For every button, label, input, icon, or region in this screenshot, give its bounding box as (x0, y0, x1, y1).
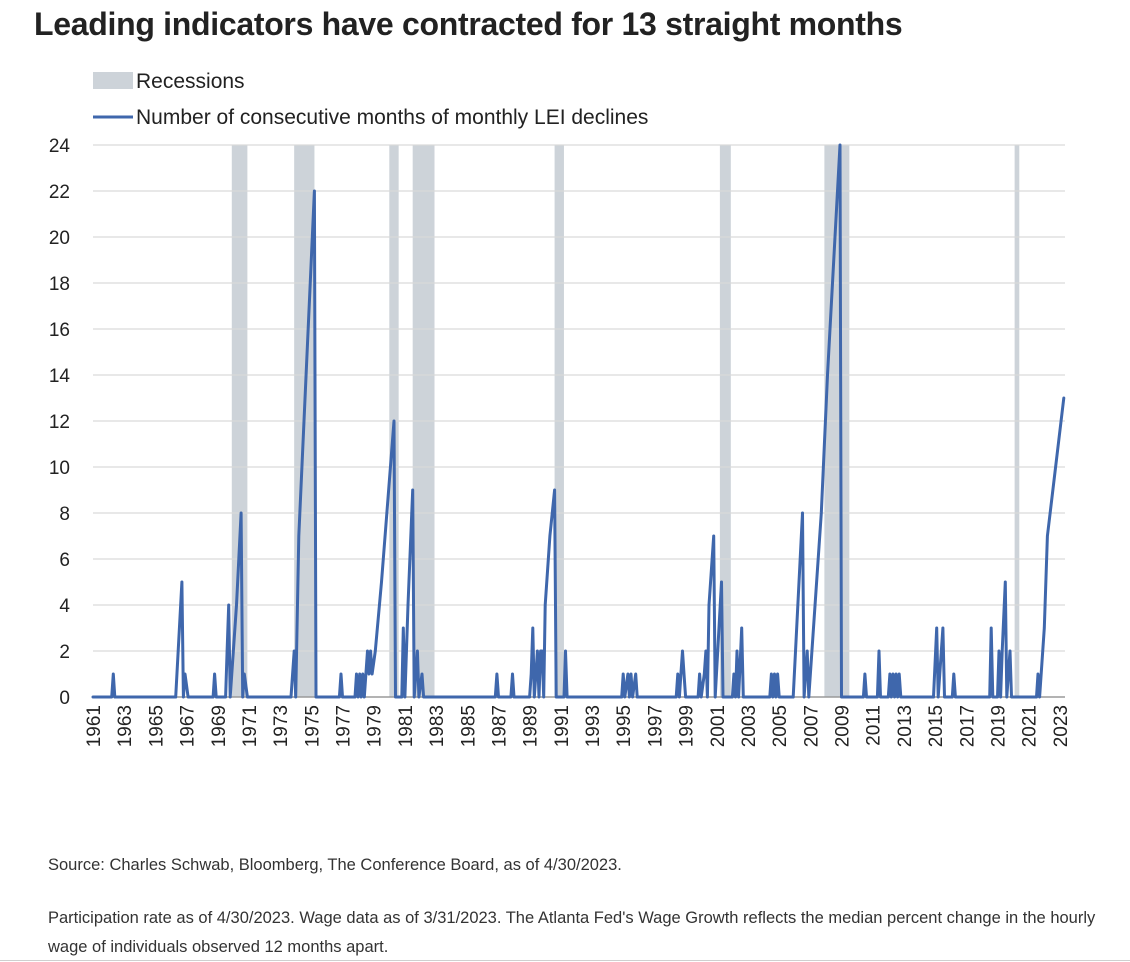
x-tick-label: 1993 (583, 705, 604, 747)
x-tick-label: 2021 (1020, 705, 1041, 747)
x-tick-label: 1983 (427, 705, 448, 747)
y-tick-label: 24 (49, 136, 71, 157)
x-tick-label: 1961 (84, 705, 105, 747)
y-tick-label: 6 (59, 550, 70, 571)
legend-recession-swatch (93, 72, 133, 89)
lei-declines-series-line (91, 143, 1066, 699)
x-tick-label: 2019 (988, 705, 1009, 747)
x-axis-ticks: 1961 1963 1965 1967 1969 1971 1973 1975 1977 1979… (84, 705, 1072, 747)
page-title: Leading indicators have contracted for 1… (34, 6, 903, 42)
x-tick-label: 2015 (926, 705, 947, 747)
x-tick-label: 2003 (739, 705, 760, 747)
y-tick-label: 20 (49, 228, 70, 249)
x-tick-label: 1985 (458, 705, 479, 747)
x-tick-label: 2001 (708, 705, 729, 747)
x-tick-label: 1967 (178, 705, 199, 747)
x-tick-label: 1987 (489, 705, 510, 747)
y-tick-label: 22 (49, 182, 70, 203)
x-tick-label: 2013 (895, 705, 916, 747)
x-tick-label: 1969 (209, 705, 230, 747)
legend-line-label: Number of consecutive months of monthly … (136, 106, 648, 129)
footnote: Participation rate as of 4/30/2023. Wage… (48, 909, 1096, 956)
series (91, 143, 1066, 699)
y-tick-label: 8 (59, 504, 70, 525)
legend-recession-label: Recessions (136, 70, 245, 93)
x-tick-label: 1991 (552, 705, 573, 747)
x-tick-label: 2009 (833, 705, 854, 747)
y-tick-label: 14 (49, 366, 71, 387)
x-tick-label: 1997 (645, 705, 666, 747)
x-tick-label: 1977 (334, 705, 355, 747)
x-tick-label: 1975 (302, 705, 323, 747)
x-tick-label: 1989 (521, 705, 542, 747)
y-tick-label: 0 (59, 688, 70, 709)
y-tick-label: 4 (59, 596, 70, 617)
x-tick-label: 2005 (770, 705, 791, 747)
y-tick-label: 10 (49, 458, 70, 479)
x-tick-label: 2023 (1051, 705, 1072, 747)
legend: Recessions Number of consecutive months o… (93, 70, 648, 129)
y-tick-label: 18 (49, 274, 70, 295)
x-tick-label: 1971 (240, 705, 261, 747)
x-tick-label: 1995 (614, 705, 635, 747)
x-tick-label: 1965 (146, 705, 167, 747)
y-tick-label: 12 (49, 412, 70, 433)
x-tick-label: 1999 (677, 705, 698, 747)
y-tick-label: 2 (59, 642, 70, 663)
x-tick-label: 1963 (115, 705, 136, 747)
x-tick-label: 2017 (957, 705, 978, 747)
x-tick-label: 2011 (864, 705, 885, 746)
x-tick-label: 2007 (801, 705, 822, 747)
bottom-divider (0, 960, 1130, 961)
x-tick-label: 1979 (365, 705, 386, 747)
x-tick-label: 1981 (396, 705, 417, 747)
lei-line-chart: Recessions Number of consecutive months o… (49, 70, 1072, 747)
source-note: Source: Charles Schwab, Bloomberg, The C… (48, 856, 622, 874)
y-tick-label: 16 (49, 320, 70, 341)
x-tick-label: 1973 (271, 705, 292, 747)
